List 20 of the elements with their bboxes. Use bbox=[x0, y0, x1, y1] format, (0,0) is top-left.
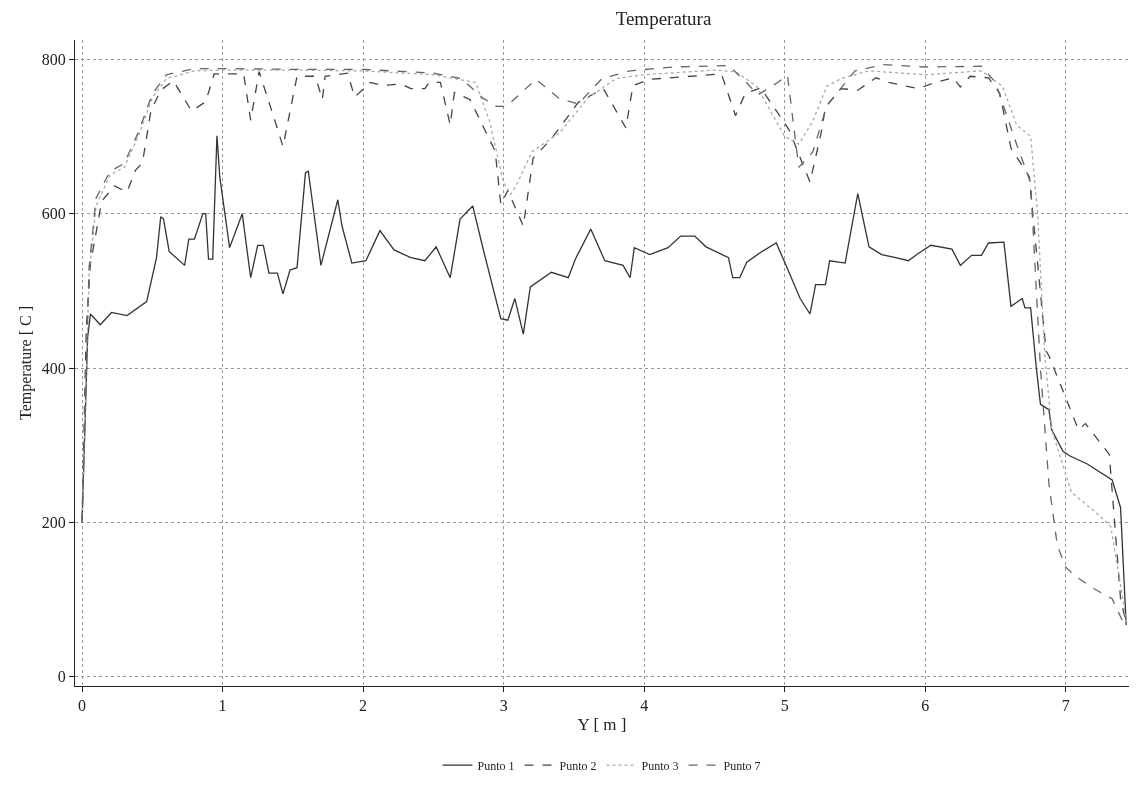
y-tick-label: 400 bbox=[41, 359, 66, 377]
x-tick-label: 1 bbox=[218, 697, 227, 715]
x-tick-label: 7 bbox=[1061, 697, 1070, 715]
x-tick-label: 2 bbox=[359, 697, 368, 715]
y-tick-label: 600 bbox=[41, 205, 66, 223]
x-tick-label: 4 bbox=[640, 697, 649, 715]
x-tick-label: 3 bbox=[499, 697, 508, 715]
legend-label: Punto 2 bbox=[559, 758, 597, 773]
y-tick-label: 0 bbox=[57, 668, 66, 686]
legend-label: Punto 1 bbox=[477, 758, 515, 773]
y-tick-label: 200 bbox=[41, 513, 66, 531]
x-tick-label: 0 bbox=[78, 697, 87, 715]
y-axis-title: Temperature [ C ] bbox=[16, 306, 35, 420]
legend-label: Punto 7 bbox=[723, 758, 761, 773]
x-axis-title: Y [ m ] bbox=[577, 714, 627, 734]
x-tick-label: 6 bbox=[921, 697, 930, 715]
legend-label: Punto 3 bbox=[641, 758, 679, 773]
chart-title: Temperatura bbox=[615, 8, 712, 30]
x-tick-label: 5 bbox=[780, 697, 789, 715]
y-tick-label: 800 bbox=[41, 50, 66, 68]
